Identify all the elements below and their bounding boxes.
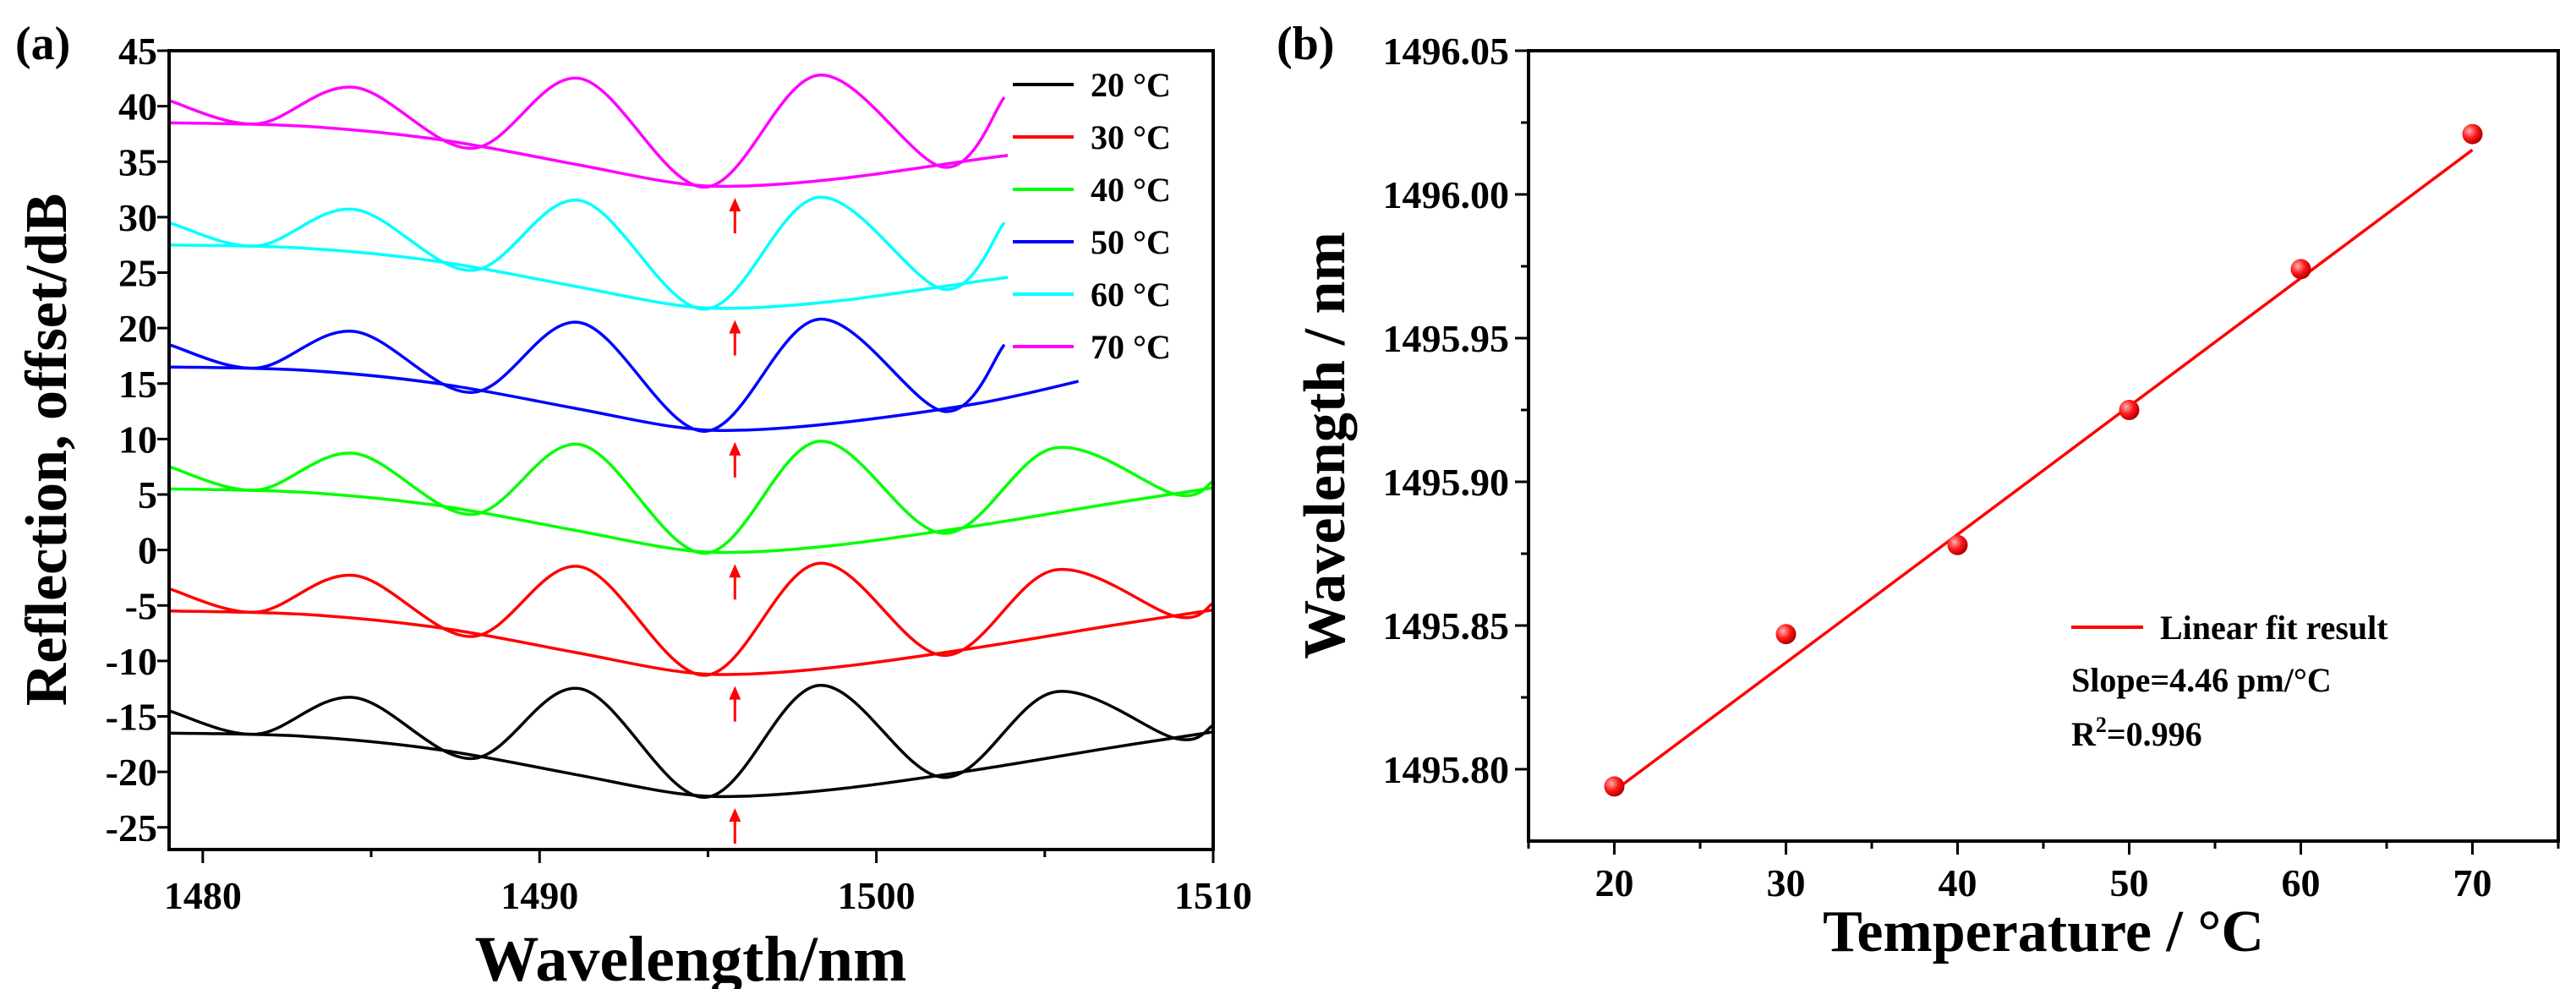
panel-b-x-axis: 20 30 40 50 60 70 [1527, 841, 2560, 904]
panel-a-label: (a) [15, 18, 70, 70]
series-envelope-3 [169, 365, 1079, 433]
series-fringe-1 [169, 561, 1213, 677]
y-tick-label: 1496.05 [1383, 30, 1510, 73]
x-tick-label: 1490 [500, 874, 578, 917]
y-tick-label: 1495.95 [1383, 317, 1510, 360]
y-tick-label: 25 [118, 252, 157, 295]
panel-b-label: (b) [1277, 18, 1334, 70]
x-tick-label: 1510 [1174, 874, 1252, 917]
y-tick-label: -15 [106, 696, 157, 739]
series-envelope-2 [169, 486, 1213, 555]
panel-a-plot-frame [167, 49, 1215, 851]
panel-b-points-group [1604, 123, 2483, 797]
series-fringe-2 [169, 440, 1213, 555]
r-squared-value: =0.996 [2107, 715, 2202, 753]
y-tick-label: 45 [118, 30, 157, 73]
y-tick-label: -5 [125, 584, 157, 627]
dip-arrow-1 [729, 686, 741, 722]
linear-fit-line [1613, 148, 2474, 792]
data-point-2 [1947, 534, 1968, 555]
y-tick-label: 1495.80 [1383, 748, 1510, 791]
y-tick-label: 1496.00 [1383, 173, 1510, 216]
x-tick-label: 1480 [164, 874, 242, 917]
data-point-4 [2290, 259, 2311, 280]
legend-label-2: 40 °C [1091, 171, 1171, 209]
series-envelope-5 [169, 121, 1012, 189]
r-squared-prefix: R [2071, 715, 2097, 753]
panel-b-plot-frame [1527, 49, 2560, 843]
panel-b-y-axis: 1495.80 1495.85 1495.90 1495.95 1496.00 1496.… [1383, 30, 1529, 791]
dip-arrow-5 [729, 198, 741, 234]
x-tick-label: 30 [1767, 861, 1806, 904]
legend-label-3: 50 °C [1091, 223, 1171, 261]
panel-a-x-axis: 1480 1490 1500 1510 [164, 850, 1252, 917]
y-tick-label: 1495.85 [1383, 604, 1510, 647]
x-tick-label: 50 [2110, 861, 2149, 904]
y-tick-label: 20 [118, 307, 157, 350]
x-tick-label: 1500 [838, 874, 916, 917]
x-tick-label: 40 [1939, 861, 1977, 904]
data-point-5 [2462, 123, 2483, 145]
fit-legend-label: Linear fit result [2160, 609, 2388, 647]
y-tick-label: 30 [118, 196, 157, 239]
r-squared-exponent: 2 [2096, 713, 2107, 737]
panel-b-y-axis-title: Wavelength / nm [1293, 232, 1358, 659]
x-tick-label: 20 [1595, 861, 1634, 904]
legend-label-1: 30 °C [1091, 118, 1171, 156]
data-point-0 [1604, 776, 1625, 797]
y-tick-label: 15 [118, 363, 157, 406]
dip-arrow-2 [729, 564, 741, 600]
data-point-1 [1775, 624, 1797, 645]
r-squared-annotation: R2=0.996 [2071, 713, 2202, 753]
panel-a-y-axis: -25 -20 -15 -10 -5 0 5 10 15 20 25 30 35 40 45 [106, 30, 169, 850]
x-tick-label: 70 [2453, 861, 2492, 904]
y-tick-label: -20 [106, 751, 157, 794]
slope-annotation: Slope=4.46 pm/°C [2071, 661, 2332, 699]
x-tick-label: 60 [2282, 861, 2321, 904]
series-envelope-4 [169, 243, 1012, 310]
legend-label-0: 20 °C [1091, 66, 1171, 104]
panel-a-legend: 20 °C 30 °C 40 °C 50 °C 60 °C 70 °C [1008, 59, 1213, 370]
dip-arrow-4 [729, 320, 741, 356]
y-tick-label: 5 [138, 473, 157, 516]
y-tick-label: 1495.90 [1383, 461, 1510, 504]
legend-label-5: 70 °C [1091, 328, 1171, 366]
series-fringe-0 [169, 684, 1213, 800]
panel-a-spectra: (a) 20 °C30 °C40 °C50 °C60 °C70 °C 1480 1… [14, 18, 1252, 989]
y-tick-label: 40 [118, 85, 157, 128]
panel-a-dip-arrows [729, 198, 741, 844]
panel-a-series-group [169, 74, 1213, 800]
series-fringe-5 [169, 74, 1006, 189]
panel-b-x-axis-title: Temperature / °C [1823, 899, 2264, 964]
series-fringe-4 [169, 195, 1006, 311]
y-tick-label: -10 [106, 640, 157, 683]
legend-label-4: 60 °C [1091, 276, 1171, 314]
y-tick-label: 10 [118, 418, 157, 461]
series-envelope-0 [169, 730, 1213, 799]
series-envelope-1 [169, 608, 1213, 676]
dip-arrow-3 [729, 441, 741, 478]
panel-a-y-axis-title: Reflection, offset/dB [14, 194, 79, 707]
panel-b-legend: Linear fit result Slope=4.46 pm/°C R2=0.… [2071, 609, 2388, 753]
series-fringe-3 [169, 317, 1006, 433]
panel-b-calibration: (b) Linear fit result Slope=4.46 pm/°C R… [1277, 18, 2560, 964]
y-tick-label: -25 [106, 806, 157, 850]
panel-a-x-axis-title: Wavelength/nm [475, 924, 907, 989]
y-tick-label: 0 [138, 529, 157, 572]
y-tick-label: 35 [118, 140, 157, 183]
panel-b-fit-group [1613, 148, 2474, 792]
dip-arrow-0 [729, 808, 741, 844]
data-point-3 [2119, 400, 2140, 420]
